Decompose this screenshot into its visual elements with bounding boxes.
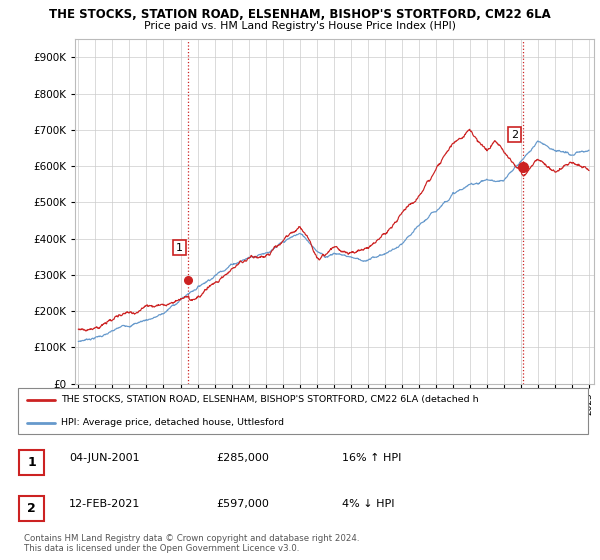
Text: £597,000: £597,000: [216, 499, 269, 509]
Text: 16% ↑ HPI: 16% ↑ HPI: [342, 453, 401, 463]
Text: THE STOCKS, STATION ROAD, ELSENHAM, BISHOP'S STORTFORD, CM22 6LA: THE STOCKS, STATION ROAD, ELSENHAM, BISH…: [49, 8, 551, 21]
Text: HPI: Average price, detached house, Uttlesford: HPI: Average price, detached house, Uttl…: [61, 418, 284, 427]
Text: £285,000: £285,000: [216, 453, 269, 463]
Text: Price paid vs. HM Land Registry's House Price Index (HPI): Price paid vs. HM Land Registry's House …: [144, 21, 456, 31]
Text: THE STOCKS, STATION ROAD, ELSENHAM, BISHOP'S STORTFORD, CM22 6LA (detached h: THE STOCKS, STATION ROAD, ELSENHAM, BISH…: [61, 395, 478, 404]
Text: 1: 1: [176, 242, 183, 253]
Text: 2: 2: [511, 129, 518, 139]
Text: 2: 2: [27, 502, 36, 515]
Text: 4% ↓ HPI: 4% ↓ HPI: [342, 499, 395, 509]
Text: 1: 1: [27, 456, 36, 469]
Text: Contains HM Land Registry data © Crown copyright and database right 2024.
This d: Contains HM Land Registry data © Crown c…: [24, 534, 359, 553]
Text: 12-FEB-2021: 12-FEB-2021: [69, 499, 140, 509]
Text: 04-JUN-2001: 04-JUN-2001: [69, 453, 140, 463]
